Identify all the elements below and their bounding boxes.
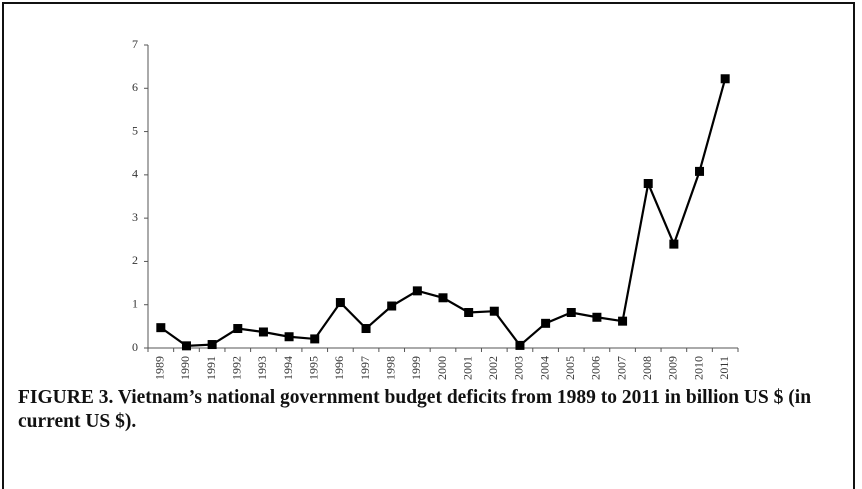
x-tick-label: 2006 — [589, 356, 603, 380]
data-line — [160, 78, 727, 348]
y-tick-label: 3 — [132, 210, 138, 224]
marker — [695, 166, 705, 176]
x-tick-label: 2002 — [486, 356, 500, 380]
x-tick-label: 1991 — [204, 356, 218, 380]
x-tick-label: 2011 — [717, 356, 731, 380]
marker — [618, 316, 628, 326]
x-tick-label: 1994 — [281, 356, 295, 380]
x-tick-label: 1990 — [178, 356, 192, 380]
x-tick-label: 1989 — [153, 356, 167, 380]
marker — [207, 340, 217, 350]
marker — [233, 324, 243, 334]
marker — [310, 334, 320, 344]
marker — [258, 327, 268, 337]
x-tick-label: 2003 — [512, 356, 526, 380]
marker — [541, 318, 551, 328]
x-tick-label: 2000 — [435, 356, 449, 380]
marker — [156, 323, 166, 333]
y-tick-label: 6 — [132, 80, 138, 94]
marker — [669, 239, 679, 249]
x-tick-label: 2004 — [537, 356, 551, 380]
x-tick-label: 2001 — [460, 356, 474, 380]
x-tick-label: 1993 — [255, 356, 269, 380]
marker — [412, 286, 422, 296]
x-tick-label: 1998 — [383, 356, 397, 380]
marker — [592, 312, 602, 322]
x-tick-label: 2005 — [563, 356, 577, 380]
marker — [438, 293, 448, 303]
y-tick-label: 5 — [132, 123, 138, 137]
y-tick-label: 7 — [132, 37, 138, 51]
marker — [335, 298, 345, 308]
y-tick-label: 0 — [132, 340, 138, 354]
marker — [489, 306, 499, 316]
marker — [181, 341, 191, 351]
x-tick-label: 2008 — [640, 356, 654, 380]
x-tick-label: 1996 — [332, 356, 346, 380]
y-tick-label: 4 — [132, 167, 138, 181]
x-tick-label: 2010 — [691, 356, 705, 380]
marker — [464, 308, 474, 318]
marker — [361, 324, 371, 334]
y-tick-label: 1 — [132, 296, 138, 310]
x-tick-label: 1995 — [306, 356, 320, 380]
x-tick-label: 1999 — [409, 356, 423, 380]
marker — [566, 308, 576, 318]
marker — [515, 340, 525, 350]
marker — [387, 301, 397, 311]
marker — [643, 179, 653, 189]
x-tick-label: 2007 — [614, 356, 628, 380]
caption: FIGURE 3. Vietnam’s national government … — [18, 387, 812, 432]
marker — [284, 332, 294, 342]
y-tick-label: 2 — [132, 253, 138, 267]
x-tick-label: 1992 — [230, 356, 244, 380]
x-tick-label: 2009 — [666, 356, 680, 380]
marker — [720, 74, 730, 84]
x-tick-label: 1997 — [358, 356, 372, 380]
